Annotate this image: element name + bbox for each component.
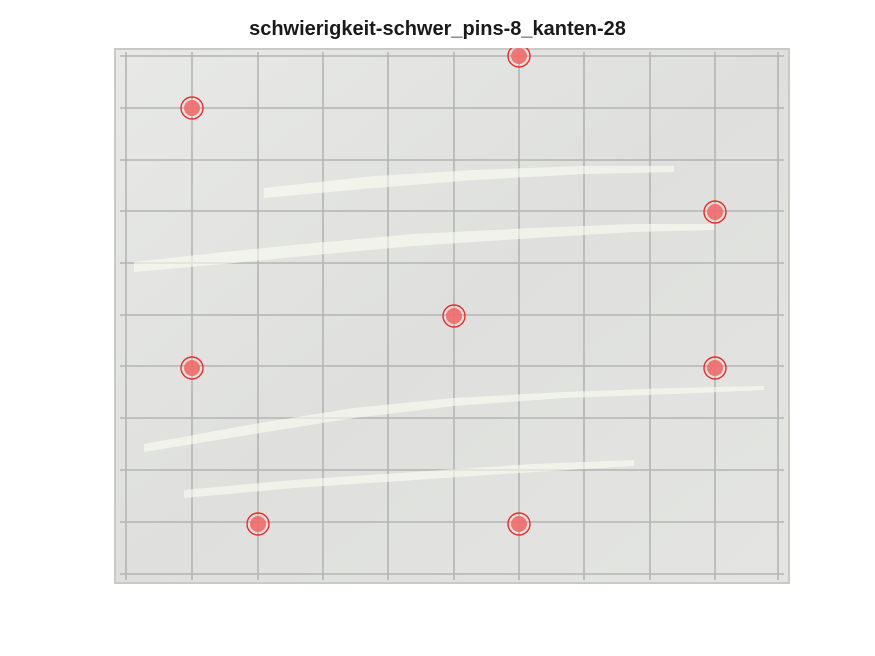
pin-4: [442, 304, 466, 328]
glare-streak: [144, 386, 764, 452]
glare-streak: [264, 166, 674, 198]
pin-8: [507, 512, 531, 536]
board-photo: [114, 48, 790, 584]
pin-6: [703, 356, 727, 380]
glare-streak: [134, 224, 714, 272]
pin-1: [507, 48, 531, 68]
grid-lines: [120, 52, 784, 580]
glare-streak: [184, 460, 634, 498]
pin-markers: [180, 48, 727, 536]
glare-reflections: [134, 166, 764, 498]
pin-2: [180, 96, 204, 120]
board-frame: [114, 48, 790, 584]
pin-3: [703, 200, 727, 224]
figure-title: schwierigkeit-schwer_pins-8_kanten-28: [249, 18, 626, 40]
pin-5: [180, 356, 204, 380]
pin-7: [246, 512, 270, 536]
